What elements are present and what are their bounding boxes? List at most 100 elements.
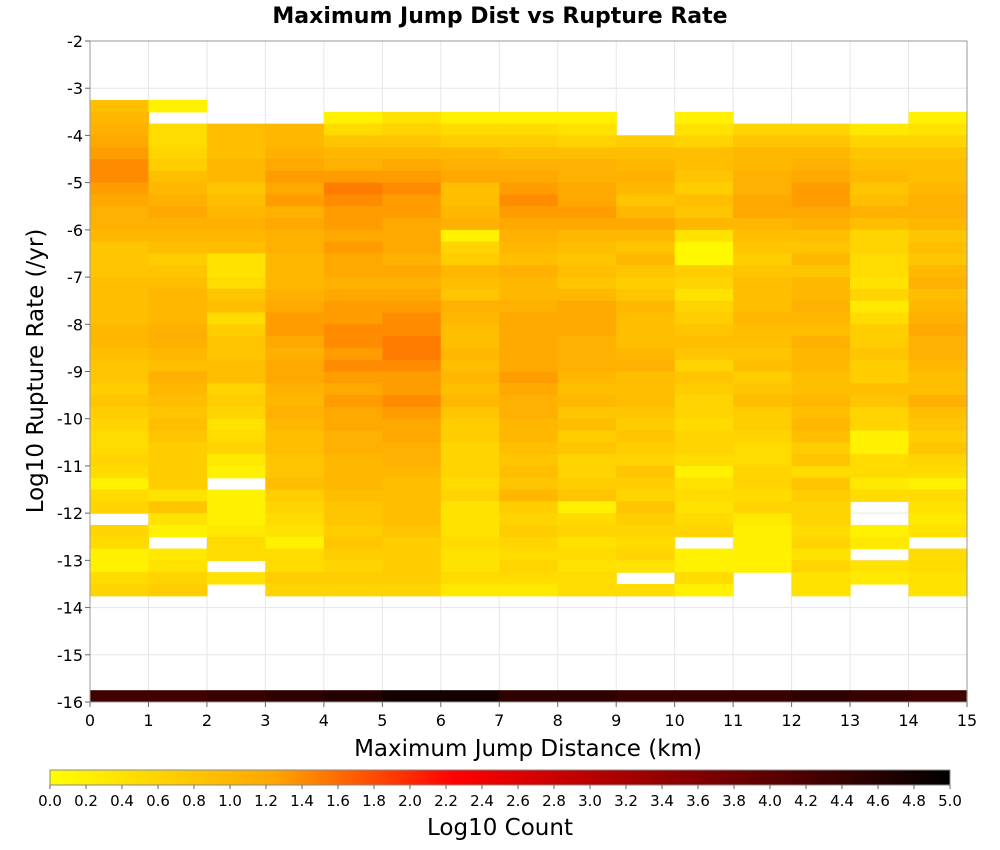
heatmap-cell	[908, 265, 968, 278]
heatmap-cell	[265, 218, 325, 231]
heatmap-cell	[323, 406, 383, 420]
heatmap-cell	[323, 465, 383, 479]
heatmap-cell	[206, 336, 266, 349]
heatmap-cell	[90, 265, 150, 278]
heatmap-cell	[206, 312, 266, 325]
y-tick-label: -10	[57, 410, 83, 429]
heatmap-cell	[323, 288, 383, 302]
heatmap-cell	[557, 159, 617, 172]
heatmap-cell	[90, 229, 150, 243]
heatmap-cell	[382, 300, 442, 314]
x-tick-label: 12	[781, 711, 801, 730]
heatmap-cell	[265, 170, 325, 184]
heatmap-cell	[791, 147, 851, 160]
heatmap-cell	[908, 477, 968, 491]
heatmap-cell	[382, 477, 442, 491]
heatmap-cell	[90, 572, 150, 585]
heatmap-cell	[323, 324, 383, 337]
heatmap-cell	[733, 406, 793, 420]
heatmap-cell	[674, 336, 734, 349]
heatmap-cell	[90, 359, 150, 373]
heatmap-cell	[265, 182, 325, 196]
heatmap-cell	[557, 395, 617, 408]
heatmap-cell	[733, 465, 793, 479]
heatmap-cell	[265, 465, 325, 479]
heatmap-cell	[791, 536, 851, 550]
heatmap-cell	[148, 406, 208, 420]
heatmap-cell	[382, 548, 442, 561]
heatmap-cell	[557, 359, 617, 373]
heatmap-cell	[206, 418, 266, 432]
heatmap-cell	[148, 265, 208, 278]
heatmap-cell	[557, 548, 617, 561]
x-tick-label: 10	[664, 711, 684, 730]
heatmap-cell	[674, 454, 734, 467]
heatmap-cell	[908, 277, 968, 290]
heatmap-cell	[440, 111, 500, 125]
heatmap-cell	[90, 182, 150, 196]
heatmap-cell	[90, 336, 150, 349]
heatmap-cell	[557, 536, 617, 550]
heatmap-cell	[323, 359, 383, 373]
heatmap-cell	[733, 229, 793, 243]
heatmap-cell	[616, 229, 676, 243]
colorbar-tick-label: 1.0	[218, 792, 242, 810]
heatmap-cell	[265, 135, 325, 148]
heatmap-cell	[616, 477, 676, 491]
heatmap-cell	[323, 147, 383, 160]
heatmap-cell	[674, 159, 734, 172]
colorbar-tick-label: 2.2	[434, 792, 458, 810]
colorbar-ticks: 0.0 0.2 0.4 0.6 0.8 1.0 1.2 1.4 1.6 1.8 2.0 2.2 2.4 2…	[38, 785, 962, 810]
heatmap-cell	[850, 442, 910, 455]
heatmap-cell	[265, 312, 325, 325]
heatmap-cell	[382, 206, 442, 219]
heatmap-cell	[791, 194, 851, 207]
y-axis: -2 -3 -4 -5 -6 -7 -8 -9 -10 -11 -12 -13 -14 -15 -16	[57, 32, 90, 712]
heatmap-cell	[499, 583, 559, 597]
heatmap-cell	[382, 442, 442, 455]
x-tick-label: 15	[957, 711, 977, 730]
heatmap-cell	[791, 548, 851, 561]
heatmap-cell	[733, 312, 793, 325]
heatmap-cell	[265, 454, 325, 467]
heatmap-cell	[557, 111, 617, 125]
heatmap-cell	[265, 336, 325, 349]
y-tick-label: -11	[57, 457, 83, 476]
colorbar-tick-label: 0.6	[146, 792, 170, 810]
heatmap-cell	[850, 395, 910, 408]
heatmap-cell	[499, 347, 559, 361]
colorbar-tick-label: 1.4	[290, 792, 314, 810]
heatmap-cells	[90, 100, 968, 702]
heatmap-cell	[674, 206, 734, 219]
heatmap-cell	[148, 100, 208, 113]
heatmap-cell	[616, 347, 676, 361]
heatmap-cell	[557, 347, 617, 361]
heatmap-cell	[323, 218, 383, 231]
heatmap-cell	[323, 383, 383, 396]
y-tick-label: -2	[67, 32, 83, 51]
heatmap-cell	[206, 229, 266, 243]
heatmap-cell	[850, 218, 910, 231]
heatmap-cell	[557, 371, 617, 384]
heatmap-cell	[265, 347, 325, 361]
heatmap-cell	[791, 288, 851, 302]
heatmap-cell	[323, 583, 383, 597]
heatmap-cell	[733, 182, 793, 196]
heatmap-cell	[616, 206, 676, 219]
heatmap-cell	[206, 265, 266, 278]
heatmap-cell	[206, 548, 266, 561]
heatmap-cell	[265, 418, 325, 432]
colorbar-tick-label: 1.8	[362, 792, 386, 810]
heatmap-cell	[440, 312, 500, 325]
heatmap-cell	[791, 560, 851, 573]
heatmap-cell	[265, 288, 325, 302]
heatmap-cell	[499, 560, 559, 573]
heatmap-cell	[908, 359, 968, 373]
x-tick-label: 8	[553, 711, 563, 730]
heatmap-cell	[850, 241, 910, 255]
heatmap-cell	[557, 312, 617, 325]
heatmap-cell	[90, 312, 150, 325]
heatmap-cell	[323, 111, 383, 125]
heatmap-cell	[616, 288, 676, 302]
heatmap-cell	[148, 206, 208, 219]
